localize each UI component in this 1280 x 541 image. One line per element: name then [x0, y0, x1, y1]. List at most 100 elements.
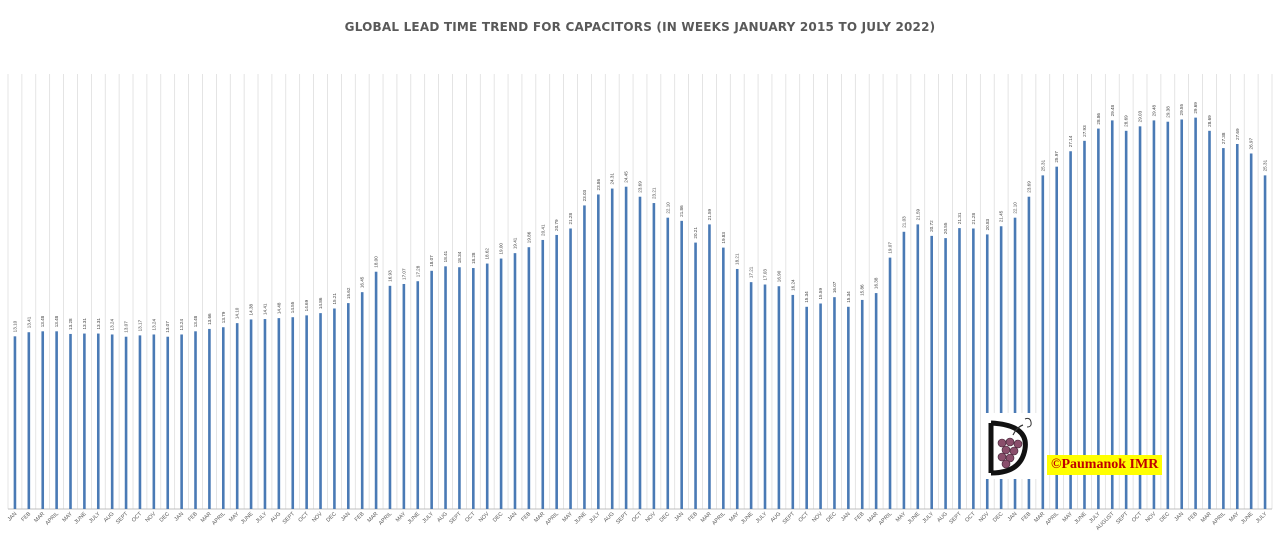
bar [1194, 117, 1197, 509]
grape-logo-icon [988, 417, 1032, 476]
x-tick-label: JAN [840, 511, 852, 523]
bar [1138, 126, 1142, 509]
x-tick-label: JULY [88, 511, 102, 525]
data-label: 29.03 [1138, 110, 1143, 122]
x-tick-label: SEPT [448, 511, 463, 526]
x-tick-label: DEC [159, 511, 171, 523]
x-tick-label: NOV [645, 511, 658, 524]
x-tick-label: JAN [340, 511, 352, 523]
x-tick-label: APRIL [1045, 511, 1060, 526]
x-tick-label: OCT [464, 511, 477, 524]
x-tick-label: DEC [659, 511, 671, 523]
bar [1055, 166, 1059, 509]
bar [138, 335, 142, 509]
data-label: 19.00 [499, 243, 504, 255]
data-label: 29.38 [1165, 106, 1170, 118]
bar [416, 281, 420, 509]
data-label: 19.07 [888, 242, 893, 254]
x-tick-label: DEC [1159, 511, 1171, 523]
data-label: 13.28 [68, 318, 73, 330]
data-label: 18.28 [471, 252, 476, 264]
bar [96, 333, 100, 509]
x-tick-label: SEPT [115, 511, 130, 526]
x-tick-label: NOV [811, 511, 824, 524]
x-tick-label: MAY [728, 511, 741, 524]
bar [735, 268, 739, 509]
bar [27, 332, 31, 509]
data-label: 18.62 [485, 248, 490, 260]
bar [360, 292, 364, 509]
data-label: 27.14 [1068, 135, 1073, 147]
data-label: 29.55 [1179, 104, 1184, 116]
x-tick-label: AUG [436, 511, 449, 524]
data-label: 21.45 [999, 210, 1004, 222]
x-tick-label: NOV [145, 511, 158, 524]
bar [1166, 121, 1170, 509]
x-tick-label: NOV [478, 511, 491, 524]
x-tick-label: JUNE [407, 511, 422, 526]
bar [527, 247, 531, 509]
x-tick-label: SEPT [948, 511, 963, 526]
data-label: 18.07 [429, 255, 434, 267]
data-label: 23.86 [596, 179, 601, 191]
bar [1027, 196, 1031, 510]
data-label: 18.00 [374, 256, 379, 268]
bar [833, 297, 836, 509]
x-tick-label: JULY [255, 511, 269, 525]
data-label: 13.31 [82, 318, 87, 330]
x-tick-label: APRIL [378, 511, 393, 526]
value-label-layer: 13.10 13.41 13.48 13.48 13.28 13.31 13.31 13.24… [12, 102, 1267, 333]
bar [444, 266, 447, 509]
data-label: 21.86 [679, 205, 684, 217]
bar [152, 334, 156, 509]
data-label: 25.97 [1054, 151, 1059, 163]
bar [499, 258, 503, 509]
bar [1069, 151, 1072, 509]
data-label: 16.38 [874, 277, 879, 289]
data-label: 19.83 [721, 232, 726, 244]
x-tick-label: MAY [228, 511, 241, 524]
data-label: 15.59 [818, 288, 823, 300]
bar [597, 194, 600, 509]
bar [124, 336, 128, 509]
bar [13, 336, 17, 509]
data-label: 13.48 [54, 315, 59, 327]
x-tick-label: JAN [1007, 511, 1019, 523]
x-tick-label: MAY [562, 511, 575, 524]
data-label: 27.69 [1235, 128, 1240, 140]
bar [874, 293, 878, 509]
bar [388, 285, 392, 509]
x-tick-label: NOV [311, 511, 324, 524]
x-tick-label: NOV [978, 511, 991, 524]
bar [305, 315, 308, 509]
bar [180, 334, 183, 509]
bar [485, 263, 489, 509]
x-tick-label: FEB [354, 511, 366, 523]
data-label: 13.24 [151, 319, 156, 331]
bar [763, 284, 767, 509]
data-label: 23.03 [582, 189, 587, 201]
data-label: 21.31 [957, 212, 962, 224]
data-label: 15.21 [332, 293, 337, 305]
x-tick-label: OCT [631, 511, 644, 524]
bar [1124, 130, 1128, 509]
x-tick-label: JAN [507, 511, 519, 523]
bar [847, 306, 850, 509]
x-tick-label: JUNE [73, 511, 88, 526]
x-tick-label: APRIL [711, 511, 726, 526]
data-label: 14.48 [276, 302, 281, 314]
x-tick-label: SEPT [782, 511, 797, 526]
bar [972, 228, 975, 509]
bar [347, 303, 350, 509]
x-tick-label: JULY [755, 511, 769, 525]
data-label: 14.38 [249, 304, 254, 316]
data-label: 16.24 [790, 279, 795, 291]
x-tick-label: MAY [1228, 511, 1241, 524]
x-tick-label: MAY [395, 511, 408, 524]
bar [541, 239, 545, 509]
bar [291, 317, 295, 509]
data-label: 15.34 [804, 291, 809, 303]
x-tick-label: APRIL [545, 511, 560, 526]
data-label: 28.86 [1096, 113, 1101, 125]
